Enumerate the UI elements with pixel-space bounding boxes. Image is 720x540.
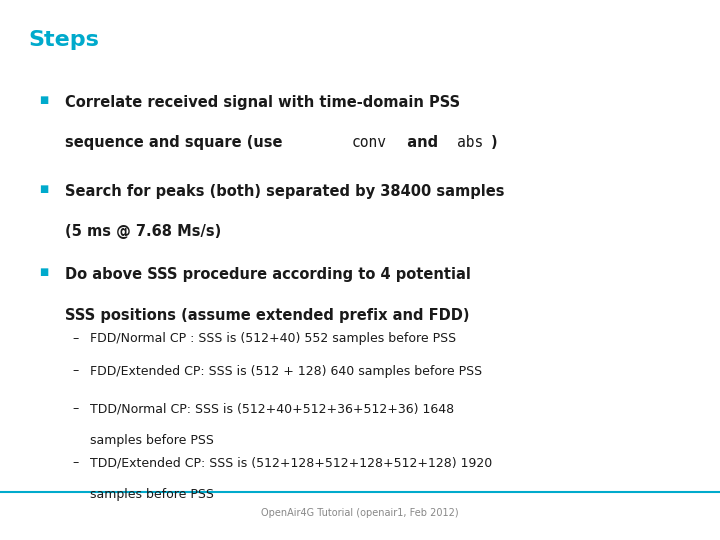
Text: ): ): [491, 135, 498, 150]
Text: samples before PSS: samples before PSS: [90, 488, 214, 501]
Text: Correlate received signal with time-domain PSS: Correlate received signal with time-doma…: [65, 94, 460, 110]
Text: Steps: Steps: [29, 30, 99, 50]
Text: FDD/Normal CP : SSS is (512+40) 552 samples before PSS: FDD/Normal CP : SSS is (512+40) 552 samp…: [90, 332, 456, 345]
Text: –: –: [72, 364, 78, 377]
Text: ■: ■: [40, 184, 49, 194]
Text: conv: conv: [352, 135, 387, 150]
Text: FDD/Extended CP: SSS is (512 + 128) 640 samples before PSS: FDD/Extended CP: SSS is (512 + 128) 640 …: [90, 364, 482, 377]
Text: SSS positions (assume extended prefix and FDD): SSS positions (assume extended prefix an…: [65, 308, 469, 323]
Text: and: and: [397, 135, 444, 150]
Text: samples before PSS: samples before PSS: [90, 434, 214, 447]
Text: sequence and square (use: sequence and square (use: [65, 135, 287, 150]
Text: TDD/Normal CP: SSS is (512+40+512+36+512+36) 1648: TDD/Normal CP: SSS is (512+40+512+36+512…: [90, 402, 454, 415]
Text: ■: ■: [40, 94, 49, 105]
Text: –: –: [72, 456, 78, 469]
Text: OpenAir4G Tutorial (openair1, Feb 2012): OpenAir4G Tutorial (openair1, Feb 2012): [261, 508, 459, 518]
Text: ■: ■: [40, 267, 49, 278]
Text: TDD/Extended CP: SSS is (512+128+512+128+512+128) 1920: TDD/Extended CP: SSS is (512+128+512+128…: [90, 456, 492, 469]
Text: –: –: [72, 332, 78, 345]
Text: Search for peaks (both) separated by 38400 samples: Search for peaks (both) separated by 384…: [65, 184, 504, 199]
Text: (5 ms @ 7.68 Ms/s): (5 ms @ 7.68 Ms/s): [65, 224, 221, 239]
Text: –: –: [72, 402, 78, 415]
Text: abs: abs: [457, 135, 483, 150]
Text: Do above SSS procedure according to 4 potential: Do above SSS procedure according to 4 po…: [65, 267, 471, 282]
